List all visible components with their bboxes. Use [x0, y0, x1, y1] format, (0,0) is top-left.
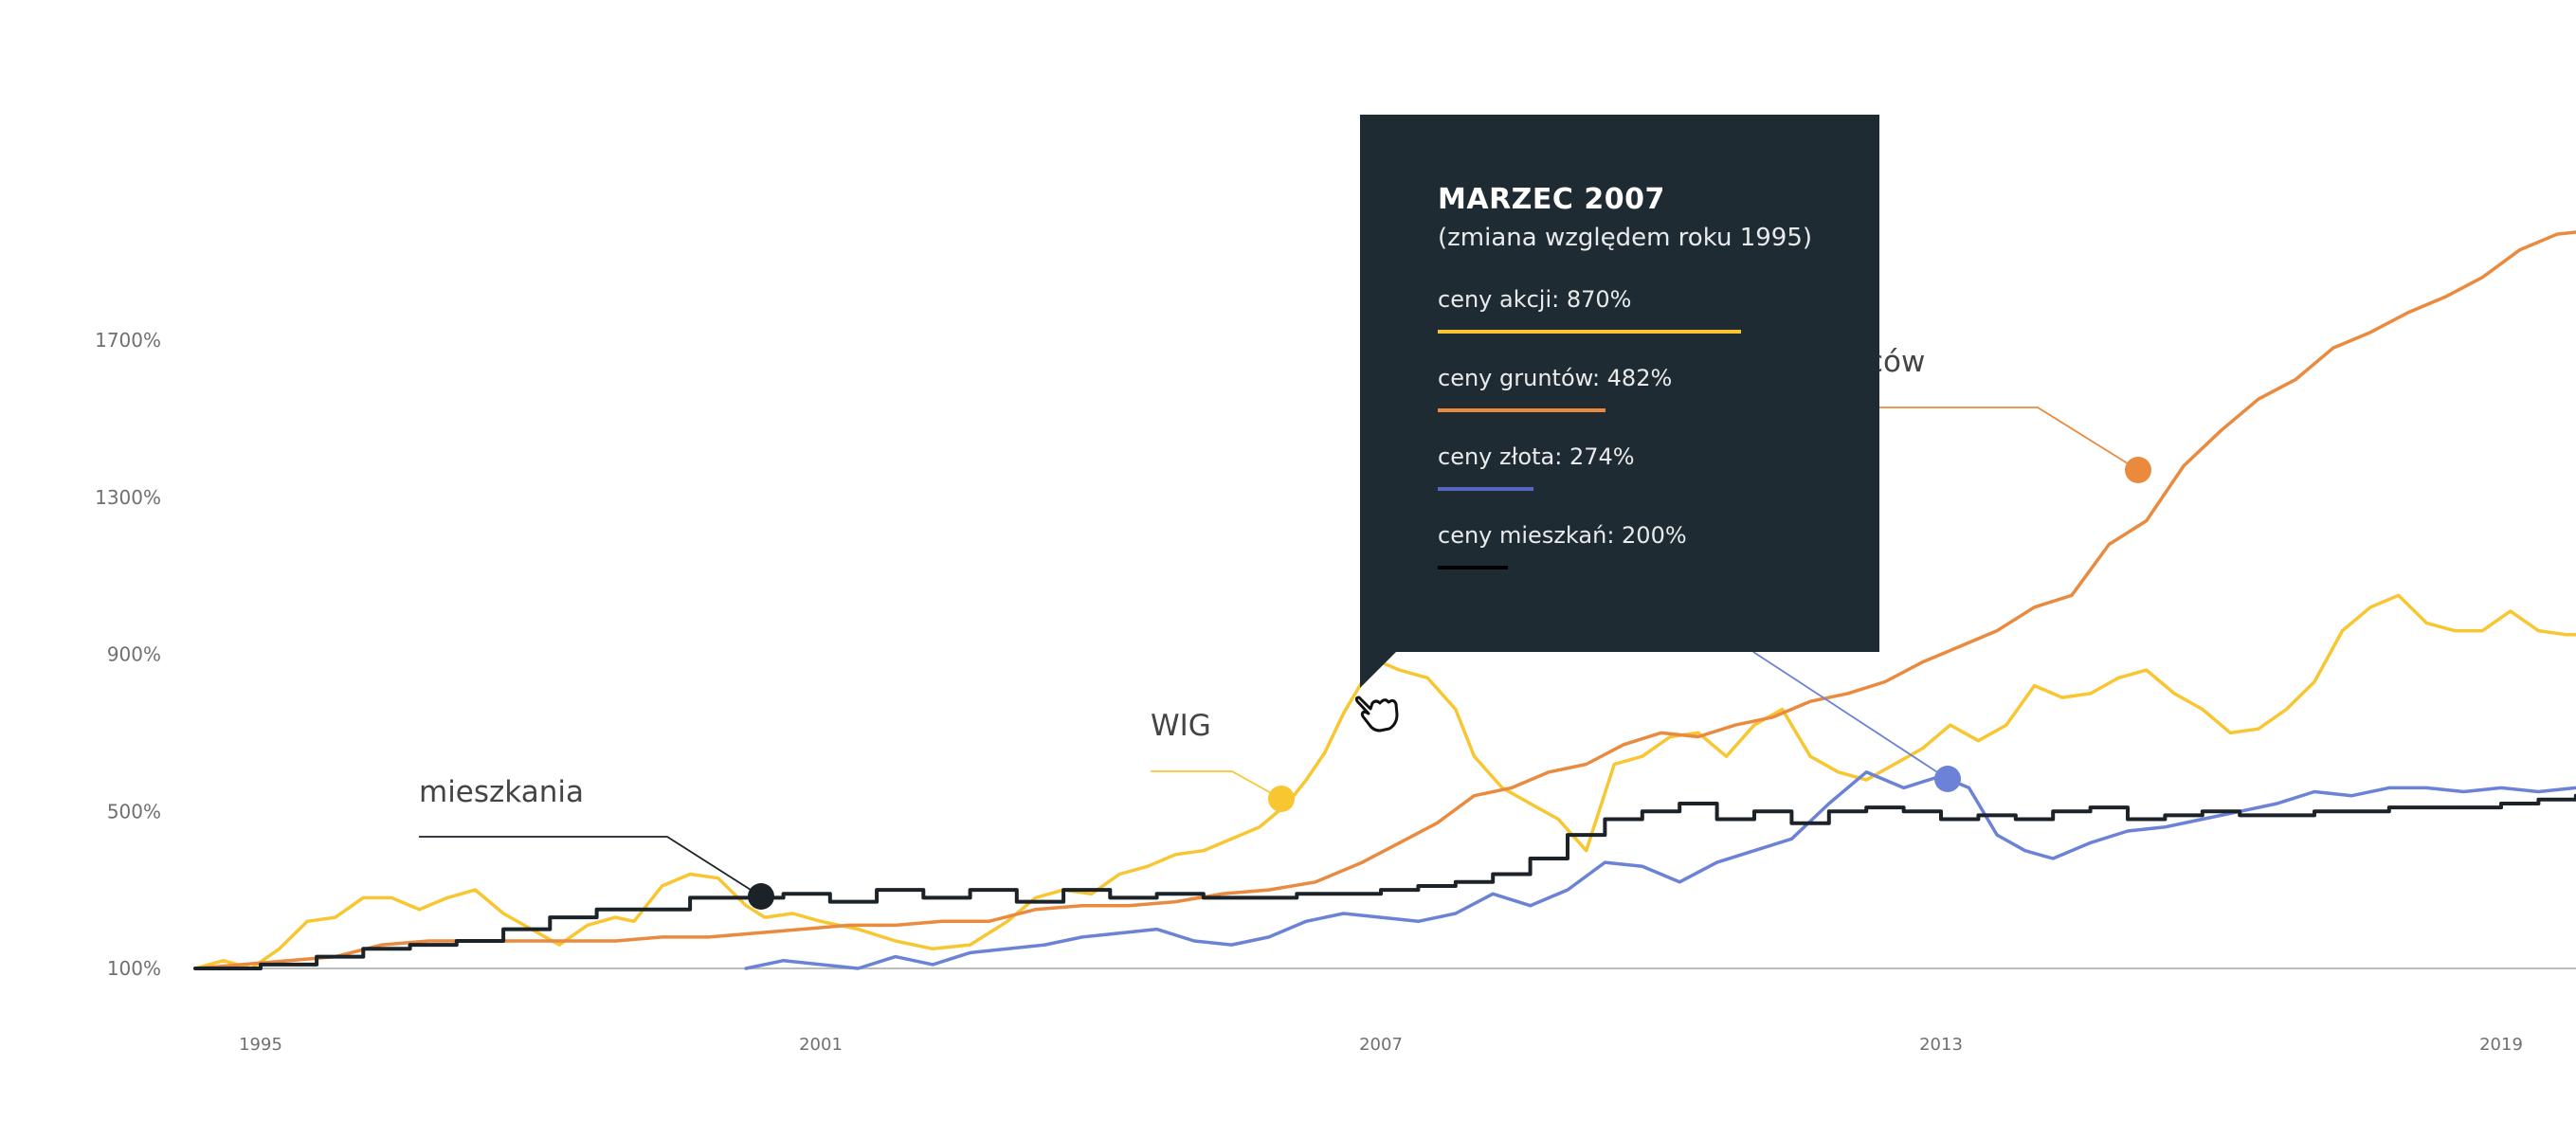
- tooltip-item: ceny mieszkań: 200%: [1438, 521, 1879, 570]
- marker-dot-złoto: [1934, 766, 1961, 792]
- tooltip-title: MARZEC 2007: [1438, 183, 1665, 216]
- tooltip-item-bar: [1438, 408, 1605, 412]
- x-tick-label: 2019: [2479, 1035, 2523, 1055]
- leader-line-mieszkania: [419, 836, 762, 897]
- tooltip-item-bar: [1438, 330, 1741, 334]
- tooltip-item-label: ceny gruntów: 482%: [1438, 365, 1673, 391]
- tooltip-item: ceny akcji: 870%: [1438, 285, 1879, 334]
- hand-pointer-icon: [1354, 696, 1399, 732]
- tooltip-item-label: ceny mieszkań: 200%: [1438, 522, 1687, 549]
- leader-line-grunty: [1879, 407, 2139, 471]
- series-line-mieszkania: [193, 793, 2576, 970]
- series-line-złoto: [744, 770, 2576, 970]
- y-tick-label: 1300%: [95, 486, 161, 509]
- marker-dot-WIG: [1268, 786, 1295, 812]
- series-line-grunty: [193, 230, 2576, 970]
- marker-dot-mieszkania: [748, 883, 774, 910]
- x-tick-label: 1995: [239, 1035, 282, 1055]
- leader-line-WIG: [1151, 770, 1282, 800]
- chart-series: [193, 230, 2576, 970]
- direct-label-mieszkania: mieszkania: [419, 775, 584, 809]
- leader-line-złoto: [1752, 651, 1949, 780]
- x-tick-label: 2013: [1919, 1035, 1963, 1055]
- marker-dot-grunty: [2125, 457, 2151, 483]
- tooltip-item-label: ceny akcji: 870%: [1438, 286, 1632, 313]
- tooltip-item-bar: [1438, 487, 1533, 491]
- tooltip-subtitle: (zmiana względem roku 1995): [1438, 224, 1813, 252]
- y-tick-label: 1700%: [95, 329, 161, 352]
- tooltip-pointer: [1360, 652, 1396, 688]
- x-tick-label: 2001: [799, 1035, 843, 1055]
- tooltip-items: ceny akcji: 870% ceny gruntów: 482% ceny z…: [1438, 285, 1879, 570]
- y-tick-label: 100%: [107, 957, 161, 980]
- tooltip: MARZEC 2007 (zmiana względem roku 1995) …: [1360, 115, 1879, 652]
- y-tick-label: 900%: [107, 643, 161, 666]
- tooltip-item: ceny gruntów: 482%: [1438, 364, 1879, 412]
- y-tick-label: 500%: [107, 800, 161, 823]
- tooltip-item: ceny złota: 274%: [1438, 443, 1879, 491]
- direct-label-WIG: WIG: [1151, 709, 1211, 743]
- tooltip-item-bar: [1438, 566, 1508, 570]
- x-tick-label: 2007: [1359, 1035, 1403, 1055]
- chart-axes: 100% 500% 900% 1300% 1700% 1995 2001 2007 2013 20…: [95, 329, 2576, 1055]
- tooltip-item-label: ceny złota: 274%: [1438, 443, 1635, 470]
